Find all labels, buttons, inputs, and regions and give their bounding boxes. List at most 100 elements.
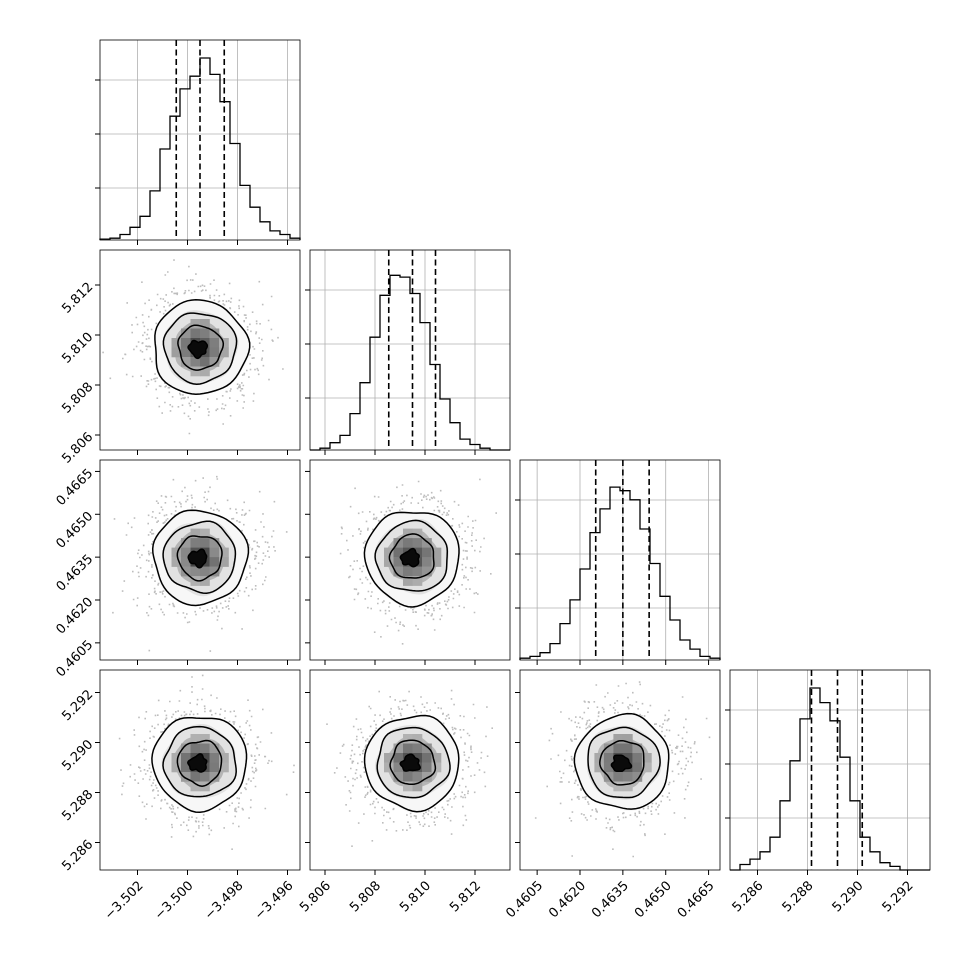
contour-core — [610, 754, 633, 773]
histogram-panel-1 — [95, 40, 301, 245]
x-tick-label: 0.4620 — [546, 878, 589, 921]
density-cell — [412, 566, 423, 577]
x-tick-label: −3.502 — [102, 878, 147, 923]
x-tick-label: 0.4665 — [675, 878, 718, 921]
panel-content — [112, 475, 288, 652]
contour-core — [187, 548, 208, 569]
density-cell — [622, 753, 633, 763]
y-tick-label: 5.812 — [59, 280, 96, 317]
histogram-step — [310, 274, 510, 451]
scatter-frame-4-1 — [99, 669, 301, 871]
density-cell — [594, 762, 605, 773]
density-cell — [190, 576, 201, 586]
contour-outer — [151, 509, 250, 607]
contour-core — [399, 547, 420, 568]
density-cell — [200, 366, 210, 377]
density-cell — [412, 743, 423, 754]
panel-content — [339, 478, 497, 645]
x-tick-label: 0.4635 — [589, 878, 632, 921]
contour-2 — [162, 520, 237, 594]
histogram-frame-2 — [309, 249, 511, 451]
density-cell — [200, 576, 210, 586]
density-cell — [613, 743, 624, 754]
histogram-frame-1 — [99, 39, 301, 241]
scatter-points — [339, 478, 497, 645]
y-tick-label: 5.808 — [59, 380, 96, 417]
x-tick-label: 5.808 — [347, 878, 384, 915]
density-cell — [603, 762, 614, 773]
density-cell — [412, 772, 423, 782]
histogram-panel-2 — [305, 250, 510, 455]
density-cell — [190, 319, 201, 329]
density-cell — [412, 576, 423, 586]
x-tick-label: 0.4605 — [503, 878, 546, 921]
x-tick-label: 5.288 — [780, 878, 817, 915]
density-cell — [393, 743, 404, 754]
histogram-frame-3 — [519, 459, 721, 661]
x-tick-label: 5.810 — [397, 878, 434, 915]
density-cell — [219, 557, 229, 567]
y-tick-label: 0.4620 — [54, 595, 97, 638]
density-cell — [393, 753, 404, 763]
y-tick-label: 0.4650 — [54, 509, 97, 552]
scatter-panel-3-1 — [95, 470, 288, 665]
density-cell — [412, 781, 423, 792]
density-cell — [200, 734, 210, 744]
density-cell — [200, 357, 210, 367]
density-cell — [219, 762, 229, 773]
density-cell — [431, 762, 442, 773]
density-cell — [209, 566, 220, 577]
contour-2 — [162, 312, 238, 386]
density-cell — [200, 772, 210, 782]
density-cell — [403, 781, 413, 792]
scatter-frame-4-2 — [309, 669, 511, 871]
density-cell — [393, 557, 404, 567]
density-cell — [171, 338, 182, 348]
panel-content — [534, 681, 711, 858]
density-cell — [209, 753, 220, 763]
density-cell — [200, 753, 210, 763]
density-cell — [190, 743, 201, 754]
scatter-panel-4-3 — [515, 681, 711, 875]
density-cell — [603, 753, 614, 763]
density-cell — [622, 734, 633, 744]
density-cell — [622, 743, 633, 754]
density-cell — [171, 762, 182, 773]
density-cell — [422, 753, 432, 763]
density-cell — [603, 743, 614, 754]
contour-outer — [363, 714, 460, 813]
density-cell — [200, 566, 210, 577]
density-cell — [613, 781, 624, 792]
density-cell — [422, 557, 432, 567]
density-cell — [641, 753, 652, 763]
density-cell — [412, 734, 423, 744]
histogram-panel-3 — [515, 460, 721, 665]
density-cell — [209, 743, 220, 754]
density-cell — [190, 781, 201, 792]
density-cell — [632, 743, 643, 754]
histogram-frame-4 — [729, 669, 931, 871]
density-cell — [422, 743, 432, 754]
density-cell — [393, 538, 404, 548]
density-cell — [431, 557, 442, 567]
panel-content — [326, 689, 493, 847]
density-cell — [422, 547, 432, 558]
density-cell — [209, 357, 220, 367]
density-cell — [190, 357, 201, 367]
density-cell — [181, 357, 191, 367]
density-cell — [181, 347, 191, 358]
density-cell — [431, 547, 442, 558]
panel-content — [118, 674, 295, 850]
density-cell — [219, 753, 229, 763]
density-cell — [181, 753, 191, 763]
x-tick-label: 5.292 — [880, 878, 917, 915]
density-cell — [209, 772, 220, 782]
contour-2 — [374, 519, 449, 592]
density-cell — [403, 528, 413, 539]
histogram-panel-4 — [725, 670, 930, 875]
density-cell — [403, 566, 413, 577]
density-cell — [613, 772, 624, 782]
contour-core — [399, 753, 421, 772]
y-tick-label: 5.290 — [59, 737, 96, 774]
density-cell — [393, 772, 404, 782]
